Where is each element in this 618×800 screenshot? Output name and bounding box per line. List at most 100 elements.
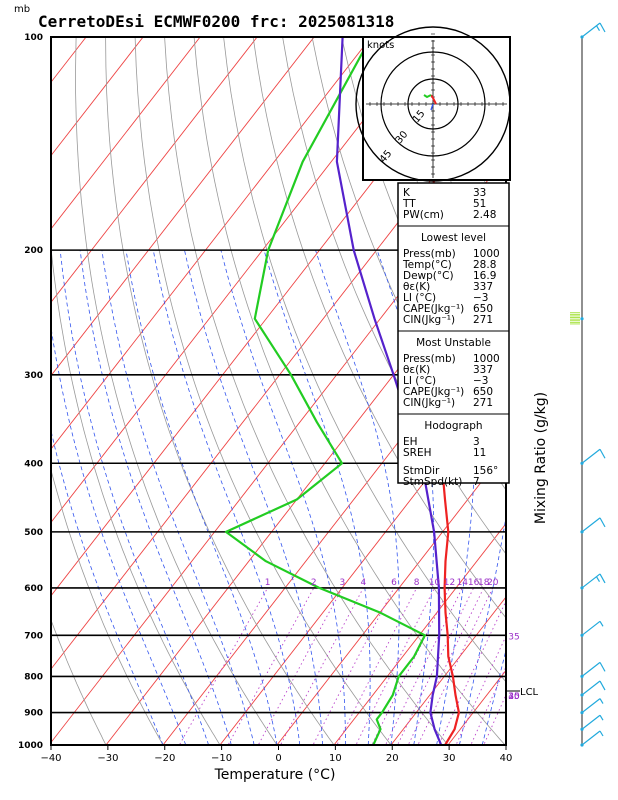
wind-barb [581, 620, 601, 636]
panel-row-label: EH [403, 436, 418, 448]
panel-row-value: 7 [473, 476, 480, 488]
panel-row-value: 650 [473, 303, 493, 315]
mixing-ratio-label: 14 [457, 578, 469, 588]
mixing-ratio-label: 25 [508, 692, 519, 702]
isotherm-line [504, 742, 506, 745]
panel-row-label: LI (°C) [403, 292, 436, 304]
mixing-ratio-label: 20 [487, 578, 499, 588]
wind-barb [581, 22, 601, 38]
panel-row-label: K [403, 187, 411, 199]
x-tick-label: −10 [211, 753, 232, 764]
panel-row-label: Temp(°C) [402, 259, 452, 271]
isotherm-line [333, 522, 506, 745]
wind-barb-flag [599, 448, 606, 459]
panel-row-label: PW(cm) [403, 209, 444, 221]
panel-row-value: 1000 [473, 248, 500, 260]
x-tick-label: 40 [500, 753, 513, 764]
panel-row-value: 271 [473, 397, 493, 409]
mixing-ratio-axis-label: Mixing Ratio (g/kg) [533, 392, 549, 524]
moist-adiabat-line [79, 250, 232, 745]
panel-row-value: 337 [473, 281, 493, 293]
moist-adiabat-line [263, 249, 371, 745]
panel-row-value: 33 [473, 187, 486, 199]
parcel-profile [335, 37, 443, 745]
wind-barb [581, 517, 601, 533]
moist-adiabat-line [59, 250, 209, 745]
isotherm-line [105, 229, 506, 745]
wind-barb-column [570, 22, 606, 747]
x-tick-label: −40 [40, 753, 61, 764]
pressure-tick-label: 600 [24, 584, 43, 594]
isotherm-line [0, 37, 29, 760]
wind-barb [581, 448, 601, 464]
isotherm-line [51, 37, 372, 450]
x-axis-label: Temperature (°C) [214, 767, 336, 783]
lcl-label: LCL [520, 687, 539, 698]
pressure-tick-label: 1000 [18, 741, 43, 751]
wind-barb-flag [595, 25, 601, 32]
mixing-ratio-label: 30 [508, 692, 520, 702]
isotherm-line [607, 37, 618, 760]
mixing-ratio-label: 4 [361, 578, 367, 588]
pressure-tick-label: 300 [24, 371, 43, 381]
mixing-ratio-label: 10 [429, 578, 441, 588]
mixing-ratio-label: 18 [478, 578, 490, 588]
wind-barb [581, 730, 601, 746]
pressure-tick-label: 900 [24, 709, 43, 719]
pressure-tick-label: 500 [24, 528, 43, 538]
hodograph-trace-upper [430, 103, 434, 111]
wind-barb-dot [580, 317, 584, 321]
wind-barb-flag [599, 730, 604, 737]
panel-row-label: LI (°C) [403, 375, 436, 387]
wind-barb [581, 573, 601, 589]
panel-row-label: CIN(Jkg⁻¹) [403, 314, 455, 326]
panel-heading: Hodograph [424, 420, 482, 432]
panel-row-label: CIN(Jkg⁻¹) [403, 397, 455, 409]
wind-barb [581, 661, 601, 677]
panel-row-label: CAPE(Jkg⁻¹) [403, 303, 464, 315]
panel-row-value: 650 [473, 386, 493, 398]
panel-row-value: 337 [473, 364, 493, 376]
mixing-ratio-line [455, 634, 506, 745]
dry-adiabat-line [51, 244, 221, 745]
panel-row-label: θε(K) [403, 281, 430, 293]
panel-row-value: 11 [473, 447, 486, 459]
wind-barb-flag [599, 621, 604, 627]
hodograph-ring [355, 26, 511, 182]
pressure-tick-label: 700 [24, 631, 43, 641]
wind-barb-flag [599, 680, 606, 691]
mixing-ratio-line [355, 587, 435, 745]
mixing-ratio-label: 16 [468, 578, 480, 588]
dry-adiabat-line [193, 37, 506, 745]
x-tick-label: 10 [329, 753, 342, 764]
wind-barb-flag [599, 573, 606, 584]
mixing-ratio-line [438, 600, 506, 745]
moist-adiabat-line [51, 429, 164, 745]
pressure-tick-label: 200 [24, 246, 43, 256]
wind-barb-flag [599, 662, 606, 672]
mixing-ratio-label: 3 [340, 578, 346, 588]
isotherm-line [51, 37, 87, 83]
panel-row-label: Press(mb) [403, 353, 456, 365]
wind-barb-flag [599, 714, 604, 721]
wind-barb-flag [599, 517, 606, 528]
isotherm-line [51, 37, 258, 304]
wind-barb [581, 698, 601, 714]
moist-adiabat-line [101, 250, 255, 745]
x-tick-label: −20 [154, 753, 175, 764]
dry-adiabat-line [252, 37, 506, 619]
moist-adiabat-line [459, 514, 506, 745]
panel-row-value: −3 [473, 292, 488, 304]
panel-heading: Lowest level [421, 232, 486, 244]
panel-row-value: −3 [473, 375, 488, 387]
panel-heading: Most Unstable [416, 337, 491, 349]
mixing-ratio-line [417, 587, 494, 745]
dry-adiabat-line [75, 37, 278, 745]
mixing-ratio-label: 8 [414, 578, 420, 588]
hodograph-trace-mid [423, 94, 432, 99]
moist-adiabat-line [125, 250, 278, 745]
mixing-ratio-line [178, 587, 268, 745]
isotherm-line [51, 37, 315, 377]
